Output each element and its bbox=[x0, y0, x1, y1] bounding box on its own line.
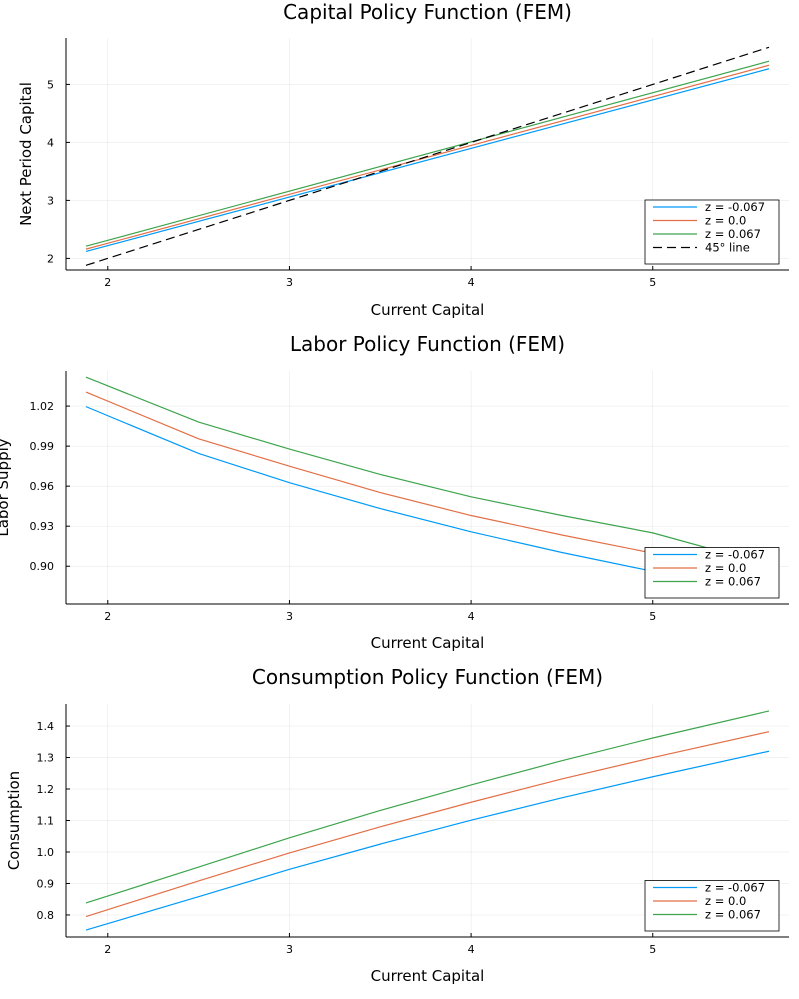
y-tick-label: 0.90 bbox=[30, 560, 55, 573]
x-tick-label: 2 bbox=[104, 610, 111, 623]
series-group bbox=[85, 376, 770, 595]
y-tick-label: 0.96 bbox=[30, 480, 55, 493]
y-tick-label: 1.2 bbox=[37, 783, 55, 796]
y-tick-label: 4 bbox=[47, 136, 54, 149]
legend-label: z = 0.067 bbox=[705, 908, 761, 922]
legend-label: 45° line bbox=[705, 241, 750, 255]
x-tick-label: 5 bbox=[649, 276, 656, 289]
series-line-2 bbox=[85, 710, 770, 904]
y-tick-label: 1.3 bbox=[37, 752, 55, 765]
chart-panel: 2 3 4 5 0.90 0.93 0.96 0.99 1.02 Labor Policy Fun… bbox=[0, 332, 789, 652]
y-tick-label: 1.4 bbox=[37, 720, 55, 733]
chart-title: Labor Policy Function (FEM) bbox=[290, 332, 565, 356]
series-line-2 bbox=[85, 376, 770, 566]
legend-box bbox=[644, 547, 780, 599]
x-axis-label: Current Capital bbox=[371, 967, 485, 985]
legend-label: z = 0.067 bbox=[705, 575, 761, 589]
series-line-2 bbox=[85, 60, 770, 247]
x-tick-label: 3 bbox=[286, 276, 293, 289]
legend-label: z = -0.067 bbox=[705, 881, 765, 895]
y-tick-label: 1.1 bbox=[37, 815, 55, 828]
x-tick-label: 2 bbox=[104, 943, 111, 956]
x-tick-label: 4 bbox=[468, 276, 475, 289]
series-line-0 bbox=[85, 750, 770, 931]
x-tick-label: 3 bbox=[286, 610, 293, 623]
chart-panel: 2 3 4 5 2 3 4 5 Capital Policy Function (FEM) Cur… bbox=[17, 0, 789, 319]
y-tick-label: 2 bbox=[47, 252, 54, 265]
y-axis-label: Labor Supply bbox=[0, 438, 12, 536]
series-line-1 bbox=[85, 391, 770, 581]
legend-label: z = 0.0 bbox=[705, 561, 746, 575]
x-tick-label: 5 bbox=[649, 610, 656, 623]
series-line-0 bbox=[85, 406, 770, 595]
chart-title: Consumption Policy Function (FEM) bbox=[252, 665, 603, 689]
y-tick-label: 0.99 bbox=[30, 440, 55, 453]
chart-panel: 2 3 4 5 0.8 0.9 1.0 1.1 1.2 1.3 1.4 Consumption Pol… bbox=[5, 665, 789, 985]
x-tick-label: 4 bbox=[468, 943, 475, 956]
y-tick-label: 3 bbox=[47, 194, 54, 207]
y-tick-label: 0.8 bbox=[37, 909, 55, 922]
legend-box bbox=[644, 880, 780, 932]
x-tick-label: 2 bbox=[104, 276, 111, 289]
y-tick-label: 5 bbox=[47, 78, 54, 91]
legend-label: z = 0.067 bbox=[705, 227, 761, 241]
legend-label: z = -0.067 bbox=[705, 548, 765, 562]
legend-label: z = -0.067 bbox=[705, 200, 765, 214]
series-line-0 bbox=[85, 68, 770, 253]
y-tick-label: 1.0 bbox=[37, 846, 55, 859]
y-axis-label: Consumption bbox=[5, 771, 23, 870]
x-tick-label: 4 bbox=[468, 610, 475, 623]
y-tick-label: 1.02 bbox=[30, 400, 55, 413]
x-axis-label: Current Capital bbox=[371, 634, 485, 652]
legend-box bbox=[644, 199, 780, 265]
y-axis-label: Next Period Capital bbox=[17, 82, 35, 226]
series-line-3 bbox=[85, 46, 770, 266]
x-tick-label: 3 bbox=[286, 943, 293, 956]
series-group bbox=[85, 46, 770, 266]
x-axis-label: Current Capital bbox=[371, 301, 485, 319]
y-tick-label: 0.9 bbox=[37, 877, 55, 890]
legend-label: z = 0.0 bbox=[705, 214, 746, 228]
series-line-1 bbox=[85, 731, 770, 918]
series-line-1 bbox=[85, 64, 770, 250]
chart-title: Capital Policy Function (FEM) bbox=[283, 0, 572, 24]
legend-label: z = 0.0 bbox=[705, 894, 746, 908]
x-tick-label: 5 bbox=[649, 943, 656, 956]
series-group bbox=[85, 710, 770, 931]
y-tick-label: 0.93 bbox=[30, 520, 55, 533]
